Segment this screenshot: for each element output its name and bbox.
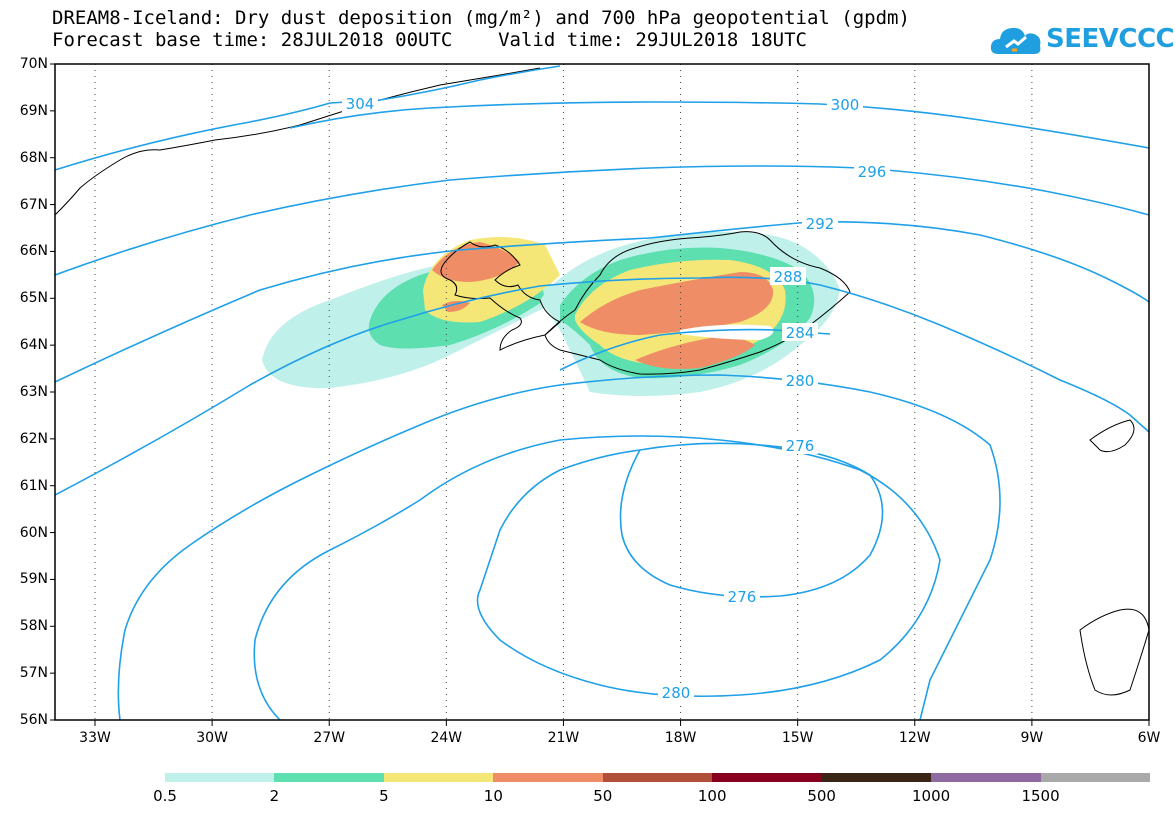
contour-labels: 304 300 296 292 288 284 280 276 276 280 <box>342 94 890 702</box>
contour-label-280: 280 <box>662 684 691 702</box>
contour-label-bg <box>770 267 806 285</box>
lon-label-30W: 30W <box>196 730 228 746</box>
lat-label-56N: 56N <box>19 712 48 728</box>
lon-label-27W: 27W <box>313 730 346 746</box>
contour-label-bg <box>827 95 863 113</box>
lon-label-15W: 15W <box>781 730 814 746</box>
map-canvas: 304 300 296 292 288 284 280 276 276 280 <box>50 63 1150 726</box>
legend-label-500: 500 <box>807 787 836 805</box>
legend-swatch <box>712 773 822 782</box>
contour-label-292: 292 <box>806 215 835 233</box>
seevccc-logo: SEEVCCC <box>988 20 1175 60</box>
color-legend <box>165 773 1150 782</box>
lat-label-66N: 66N <box>19 243 48 260</box>
lon-label-24W: 24W <box>430 730 463 746</box>
contour-label-304: 304 <box>346 95 375 113</box>
legend-label-1500: 1500 <box>1021 787 1060 805</box>
graticule <box>94 64 1149 720</box>
legend-swatch <box>165 773 275 782</box>
lat-label-57N: 57N <box>19 665 48 682</box>
legend-swatch <box>931 773 1041 782</box>
legend-label-0.5: 0.5 <box>153 787 177 805</box>
lat-label-67N: 67N <box>19 196 48 213</box>
map-title: DREAM8-Iceland: Dry dust deposition (mg/… <box>52 7 910 29</box>
lon-label-18W: 18W <box>664 730 697 746</box>
contour-label-280: 280 <box>786 372 815 390</box>
legend-swatch <box>1040 773 1150 782</box>
lon-label-6W: 6W <box>1137 730 1161 746</box>
logo-text: SEEVCCC <box>1046 24 1175 54</box>
contour-label-276: 276 <box>786 437 815 455</box>
lat-label-69N: 69N <box>19 102 48 119</box>
lon-label-12W: 12W <box>898 730 931 746</box>
contour-label-bg <box>782 436 818 454</box>
legend-label-50: 50 <box>593 787 613 805</box>
contour-label-288: 288 <box>774 268 803 286</box>
contour-label-300: 300 <box>831 96 860 114</box>
legend-label-2: 2 <box>269 787 280 805</box>
lat-label-65N: 65N <box>19 290 48 307</box>
lon-label-33W: 33W <box>79 730 111 746</box>
legend-label-1000: 1000 <box>912 787 951 805</box>
coastlines <box>55 67 1149 696</box>
contour-label-276: 276 <box>728 588 757 606</box>
lat-label-58N: 58N <box>19 618 48 635</box>
contour-label-bg <box>802 214 838 232</box>
map-subtitle: Forecast base time: 28JUL2018 00UTC Vali… <box>52 29 807 51</box>
contour-label-bg <box>342 94 378 112</box>
lat-label-63N: 63N <box>19 384 48 400</box>
contour-label-284: 284 <box>786 324 815 342</box>
geopotential-contours <box>55 65 1149 720</box>
legend-swatch <box>383 773 494 782</box>
lat-label-68N: 68N <box>19 149 48 166</box>
contour-label-bg <box>724 587 760 605</box>
contour-label-bg <box>782 371 818 389</box>
legend-swatch <box>274 773 384 782</box>
legend-swatch <box>602 773 713 782</box>
contour-label-bg <box>782 323 818 341</box>
contour-label-bg <box>658 683 694 701</box>
lat-label-61N: 61N <box>19 477 48 494</box>
legend-label-5: 5 <box>379 787 389 805</box>
contour-label-296: 296 <box>858 163 887 181</box>
axis-ticks <box>50 63 1150 726</box>
legend-label-10: 10 <box>483 787 503 805</box>
lat-label-60N: 60N <box>19 524 48 541</box>
legend-swatch <box>821 773 932 782</box>
cloud-icon <box>990 27 1041 54</box>
contour-label-bg <box>854 162 890 180</box>
lat-label-62N: 62N <box>19 430 48 447</box>
lat-label-59N: 59N <box>19 571 48 588</box>
legend-swatch <box>493 773 603 782</box>
lon-label-9W: 9W <box>1020 730 1044 746</box>
lat-label-70N: 70N <box>19 56 48 72</box>
lon-label-21W: 21W <box>547 730 580 746</box>
lat-label-64N: 64N <box>19 337 48 354</box>
legend-label-100: 100 <box>697 787 727 805</box>
